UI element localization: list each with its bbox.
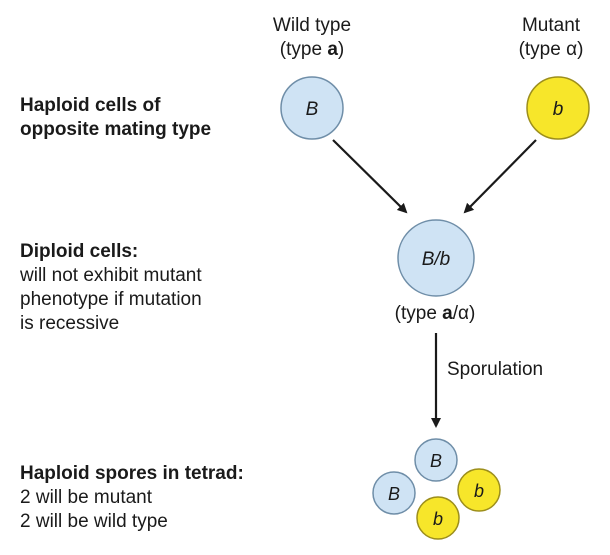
spore-allele: B xyxy=(430,451,442,471)
spore-wild-left: B xyxy=(372,471,416,515)
diploid-cells-line1: will not exhibit mutant xyxy=(20,265,202,286)
spore-tetrad: B B b b xyxy=(372,438,501,540)
diploid-mating-type: (type a/α) xyxy=(370,302,500,326)
arrow-wild-to-diploid xyxy=(332,139,408,214)
wild-type-allele: B xyxy=(306,99,319,120)
haploid-cells-title-line1: Haploid cells of xyxy=(20,95,161,116)
diploid-mating-letter: a xyxy=(442,303,453,324)
diploid-allele: B/b xyxy=(422,249,451,270)
spore-allele: b xyxy=(433,509,443,529)
diploid-cells-line2: phenotype if mutation xyxy=(20,289,202,310)
spore-mutant-right: b xyxy=(457,468,501,512)
spore-wild-top: B xyxy=(414,438,458,482)
wild-type-mating-letter: a xyxy=(327,39,338,60)
mutant-cell: b xyxy=(526,76,590,140)
haploid-spores-line2: 2 will be wild type xyxy=(20,511,168,532)
wild-type-mating-type: (type a) xyxy=(252,38,372,62)
haploid-spores-title: Haploid spores in tetrad: xyxy=(20,463,244,484)
mutant-label: Mutant xyxy=(521,15,581,36)
mutant-mating-type: (type α) xyxy=(518,39,584,60)
diploid-mating-suffix: /α) xyxy=(452,303,476,324)
wild-type-cell: B xyxy=(280,76,344,140)
diploid-cell: B/b xyxy=(397,219,475,297)
diploid-cells-line3: is recessive xyxy=(20,313,120,334)
diploid-mating-prefix: (type xyxy=(394,303,443,324)
sporulation-label: Sporulation xyxy=(447,359,544,380)
wild-type-label: Wild type xyxy=(272,15,352,36)
wild-type-mating-prefix: (type xyxy=(279,39,328,60)
spore-allele: b xyxy=(474,481,484,501)
spore-allele: B xyxy=(388,484,400,504)
mutant-allele: b xyxy=(553,99,564,120)
haploid-spores-line1: 2 will be mutant xyxy=(20,487,153,508)
spore-mutant-bottom: b xyxy=(416,496,460,540)
wild-type-mating-suffix: ) xyxy=(337,39,345,60)
diploid-cells-title: Diploid cells: xyxy=(20,241,139,262)
arrow-mutant-to-diploid xyxy=(463,139,537,214)
haploid-cells-title-line2: opposite mating type xyxy=(20,119,212,140)
